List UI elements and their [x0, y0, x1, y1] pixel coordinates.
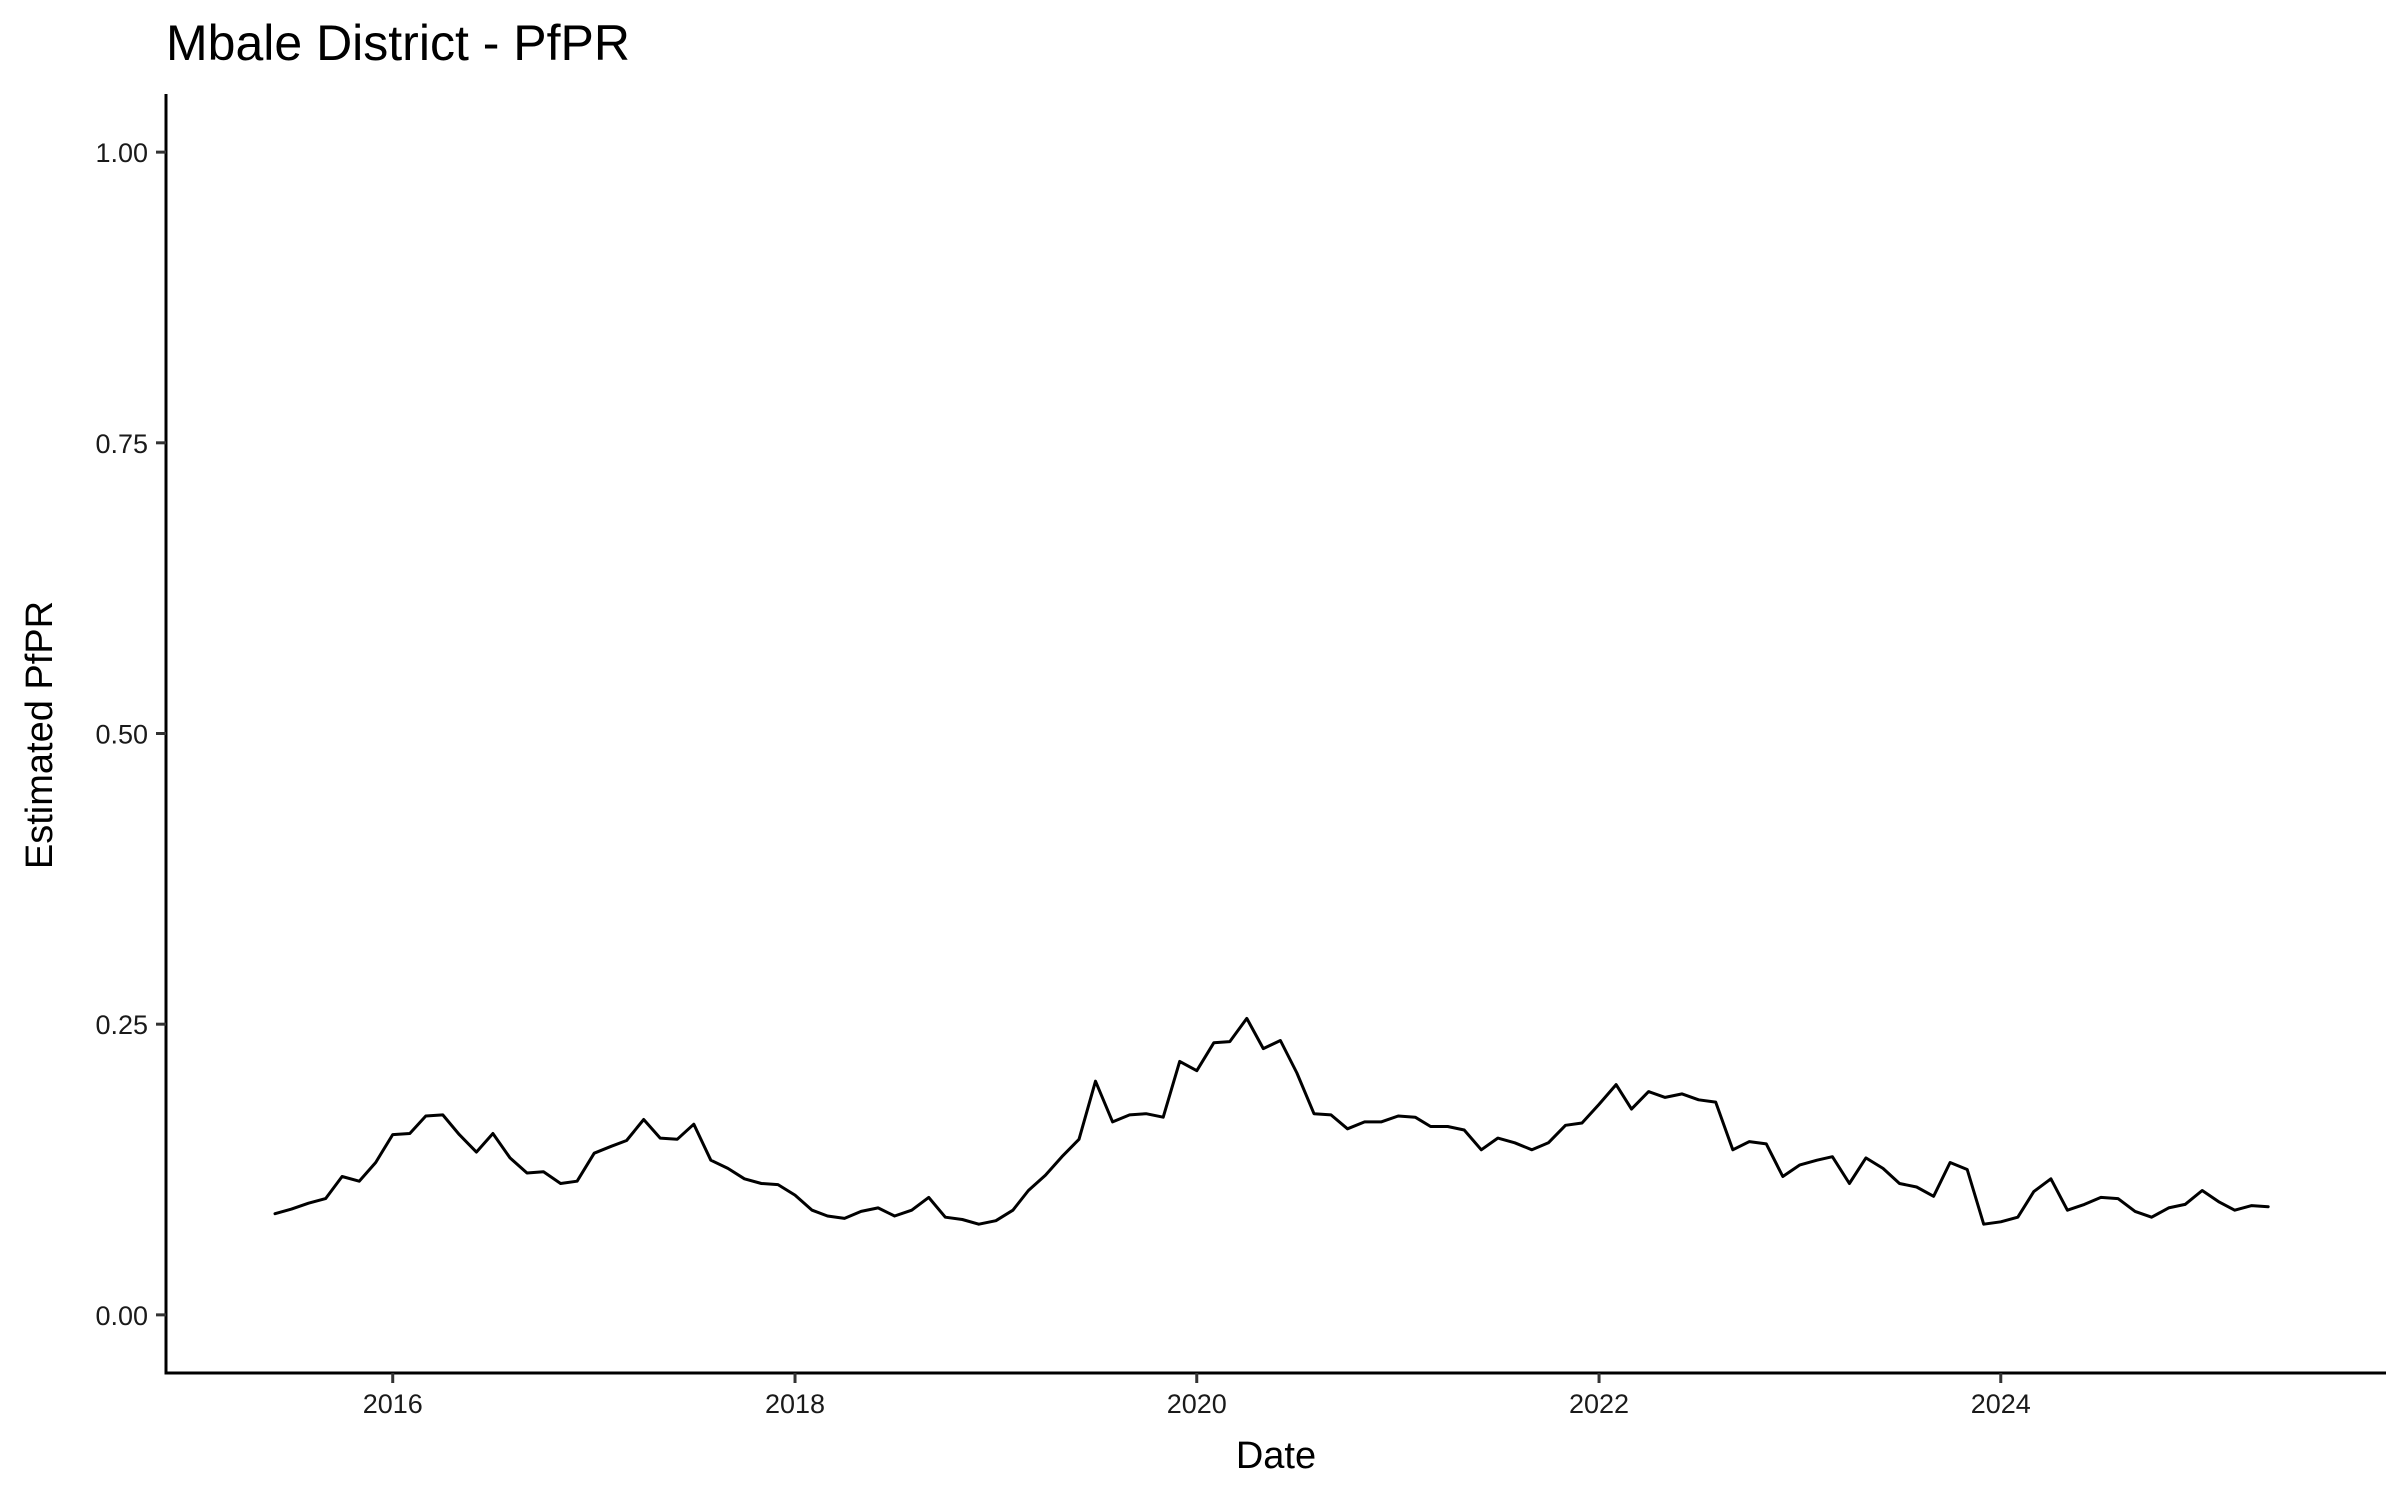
series-line: [273, 1016, 2270, 1226]
y-tick-label: 0.75: [95, 429, 148, 459]
x-tick-label: 2018: [765, 1389, 825, 1419]
y-tick-label: 1.00: [95, 138, 148, 168]
x-tick-label: 2020: [1167, 1389, 1227, 1419]
y-tick-label: 0.00: [95, 1301, 148, 1331]
x-tick-label: 2024: [1971, 1389, 2031, 1419]
x-axis-title: Date: [1236, 1435, 1316, 1477]
y-tick-label: 0.25: [95, 1010, 148, 1040]
y-tick-label: 0.50: [95, 720, 148, 750]
chart-title: Mbale District - PfPR: [166, 15, 630, 71]
x-tick-label: 2022: [1569, 1389, 1629, 1419]
y-axis-title: Estimated PfPR: [19, 601, 61, 869]
x-tick-label: 2016: [363, 1389, 423, 1419]
